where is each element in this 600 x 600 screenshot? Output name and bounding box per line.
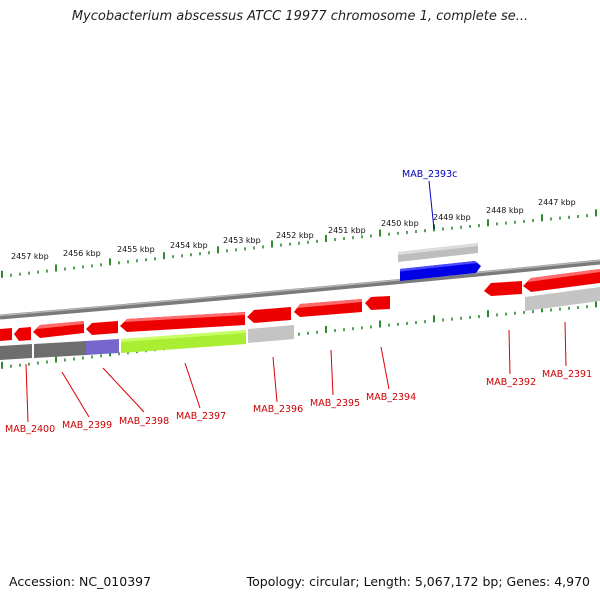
scale-label: 2450 kbp [381,219,419,228]
leader-line [564,321,567,367]
gene-arrow-red[interactable] [0,328,12,341]
scale-label: 2454 kbp [170,241,208,250]
scale-label: 2447 kbp [538,198,576,207]
gene-arrows-reverse [0,269,600,341]
gene-annotation-bar-highlight [398,243,478,255]
scale-label: 2448 kbp [486,206,524,215]
chromosome-backbone-highlight [0,259,600,317]
leader-line [508,329,511,375]
chromosome-backbone [0,259,600,320]
scale-label: 2456 kbp [63,249,101,258]
leader-line [428,180,435,230]
gene-label-mab-2393c[interactable]: MAB_2393c [402,169,457,180]
gene-annotation-bar [86,339,119,355]
gene-arrow-blue[interactable] [400,261,481,281]
gene-arrow-red-highlight [124,312,245,322]
gene-arrow-red-highlight [528,269,600,282]
scale-labels: 2457 kbp 2456 kbp 2455 kbp 2454 kbp 2453… [11,198,576,261]
leader-line [61,371,90,418]
gene-annotation-bar [248,325,294,343]
gene-annotation-bars [0,287,600,360]
gene-arrow-red[interactable] [523,269,600,292]
leader-line [380,346,390,390]
gene-arrow-red[interactable] [86,321,118,335]
gene-arrow-blue-highlight [400,261,478,272]
gene-label-mab-2397[interactable]: MAB_2397 [176,411,226,422]
gene-annotation-bar [121,330,246,353]
gene-label-mab-2399[interactable]: MAB_2399 [62,420,112,431]
gene-annotation-bar [525,287,600,311]
genome-summary-text: Topology: circular; Length: 5,067,172 bp… [246,574,590,589]
scale-label: 2452 kbp [276,231,314,240]
gene-label-mab-2394[interactable]: MAB_2394 [366,392,416,403]
label-leader-lines [25,180,567,423]
accession-text: Accession: NC_010397 [9,574,152,589]
gene-feature-mab-2393c[interactable] [398,243,481,281]
leader-line [102,367,145,413]
scale-label: 2455 kbp [117,245,155,254]
gene-arrow-red-highlight [37,321,84,329]
gene-annotation-bar [0,344,32,360]
gene-label-mab-2395[interactable]: MAB_2395 [310,398,360,409]
scale-label: 2453 kbp [223,236,261,245]
scale-label: 2449 kbp [433,213,471,222]
leader-line [272,356,278,403]
gene-arrow-red[interactable] [247,307,291,323]
scale-label: 2457 kbp [11,252,49,261]
scale-label: 2451 kbp [328,226,366,235]
gene-label-mab-2398[interactable]: MAB_2398 [119,416,169,427]
gene-arrow-red[interactable] [14,327,31,341]
gene-arrow-red[interactable] [365,296,390,310]
leader-line [25,363,29,423]
gene-arrow-red[interactable] [484,281,522,296]
gene-label-mab-2392[interactable]: MAB_2392 [486,377,536,388]
gene-labels: MAB_2400 MAB_2399 MAB_2398 MAB_2397 MAB_… [5,169,592,435]
gene-arrow-red[interactable] [120,312,245,332]
gene-label-mab-2400[interactable]: MAB_2400 [5,424,55,435]
gene-label-mab-2396[interactable]: MAB_2396 [253,404,303,415]
gene-annotation-bar-highlight [121,330,246,342]
leader-line [330,349,334,396]
gene-arrow-red-highlight [297,299,362,308]
map-title: Mycobacterium abscessus ATCC 19977 chrom… [71,9,529,24]
gene-annotation-bar [34,341,86,358]
gene-label-mab-2391[interactable]: MAB_2391 [542,369,592,380]
leader-line [184,362,201,409]
scale-ticks-upper [1,209,597,278]
